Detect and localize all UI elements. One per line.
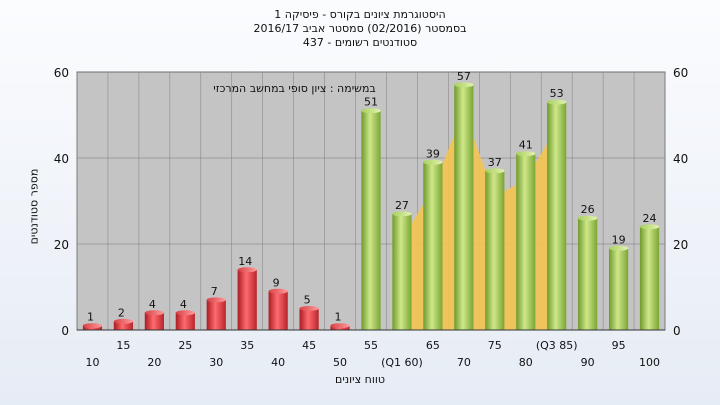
bar-75 [485, 170, 505, 330]
bar-30 [206, 299, 226, 330]
x-tick-label: 100 [639, 356, 660, 369]
bar-15 [113, 321, 134, 330]
y-tick-label-left: 0 [61, 324, 69, 338]
x-tick-label: 65 [426, 339, 440, 352]
data-label-95: 19 [612, 233, 626, 246]
data-label-80: 41 [519, 139, 533, 152]
bar-55 [361, 110, 381, 330]
bar-top-75 [485, 168, 505, 174]
bar-top-60 [392, 211, 412, 217]
x-tick-label: 35 [240, 339, 254, 352]
bar-top-70 [454, 82, 474, 88]
bar-top-65 [423, 159, 443, 165]
bar-80 [516, 153, 536, 330]
bar-70 [454, 84, 474, 331]
bar-top-90 [578, 215, 598, 221]
y-tick-label-right: 20 [673, 238, 688, 252]
data-label-85: 53 [550, 87, 564, 100]
bar-60 [392, 213, 412, 330]
bar-top-80 [516, 151, 536, 157]
bar-top-85 [547, 99, 567, 105]
y-tick-label-right: 40 [673, 152, 688, 166]
x-tick-label: 50 [333, 356, 347, 369]
y-tick-label-left: 40 [54, 152, 69, 166]
data-label-10: 1 [87, 311, 94, 324]
bar-top-10 [82, 323, 103, 329]
x-tick-label: 30 [209, 356, 223, 369]
x-tick-label: 90 [581, 356, 595, 369]
data-label-25: 4 [180, 298, 187, 311]
bar-top-100 [639, 224, 660, 230]
y-tick-label-right: 0 [673, 324, 681, 338]
bar-90 [578, 218, 598, 330]
x-tick-label: 40 [271, 356, 285, 369]
y-tick-label-right: 60 [673, 66, 688, 80]
bar-top-30 [206, 297, 226, 303]
y-axis-title: מספר סטודנטים [27, 168, 41, 245]
x-tick-label: 10 [85, 356, 99, 369]
x-tick-label: 20 [147, 356, 161, 369]
data-label-70: 57 [457, 70, 471, 83]
data-label-75: 37 [488, 156, 502, 169]
data-label-65: 39 [426, 147, 440, 160]
y-tick-label-left: 20 [54, 238, 69, 252]
x-tick-label: 15 [116, 339, 130, 352]
data-label-55: 51 [364, 96, 378, 109]
data-label-20: 4 [149, 298, 156, 311]
chart-annotation: במשימה : ציון סופי במחשב המרכזי [213, 82, 376, 95]
data-label-50: 1 [335, 311, 342, 324]
chart-subtitle-semester: בסמסטר (02/2016) סמסטר אביב 2016/17 [253, 22, 467, 35]
x-tick-label: 80 [519, 356, 533, 369]
chart-subtitle-students: סטודנטים רשומים - 437 [302, 36, 418, 49]
bar-25 [175, 312, 195, 330]
x-tick-label: 75 [488, 339, 502, 352]
x-tick-label: 70 [457, 356, 471, 369]
x-tick-label: (Q1 60) [381, 356, 423, 369]
bar-top-15 [113, 318, 134, 324]
bar-100 [639, 226, 660, 330]
bar-95 [608, 248, 629, 330]
x-tick-label: 95 [612, 339, 626, 352]
bar-top-25 [175, 310, 195, 316]
bar-top-95 [608, 245, 629, 251]
bar-85 [547, 102, 567, 330]
bar-top-55 [361, 108, 381, 114]
data-label-45: 5 [304, 294, 311, 307]
bar-top-35 [237, 267, 257, 273]
x-tick-label: 25 [178, 339, 192, 352]
data-label-60: 27 [395, 199, 409, 212]
bar-top-40 [268, 288, 288, 294]
x-tick-label: (Q3 85) [536, 339, 578, 352]
bar-top-20 [144, 310, 164, 316]
y-tick-label-left: 60 [54, 66, 69, 80]
data-label-35: 14 [238, 255, 252, 268]
data-label-15: 2 [118, 306, 125, 319]
bar-top-45 [299, 306, 319, 311]
bar-65 [423, 162, 443, 330]
x-axis-title: טווח ציונים [335, 373, 385, 386]
data-label-40: 9 [273, 276, 280, 289]
data-label-90: 26 [581, 203, 595, 216]
bar-top-50 [330, 323, 350, 329]
chart-title: היסטוגרמת ציונים בקורס - פיסיקה 1 [274, 8, 446, 21]
bar-40 [268, 291, 288, 330]
bar-20 [144, 312, 164, 330]
data-label-30: 7 [211, 285, 218, 298]
bar-45 [299, 308, 319, 330]
bar-35 [237, 269, 257, 330]
x-tick-label: 55 [364, 339, 378, 352]
data-label-100: 24 [643, 212, 657, 225]
x-tick-label: 45 [302, 339, 316, 352]
